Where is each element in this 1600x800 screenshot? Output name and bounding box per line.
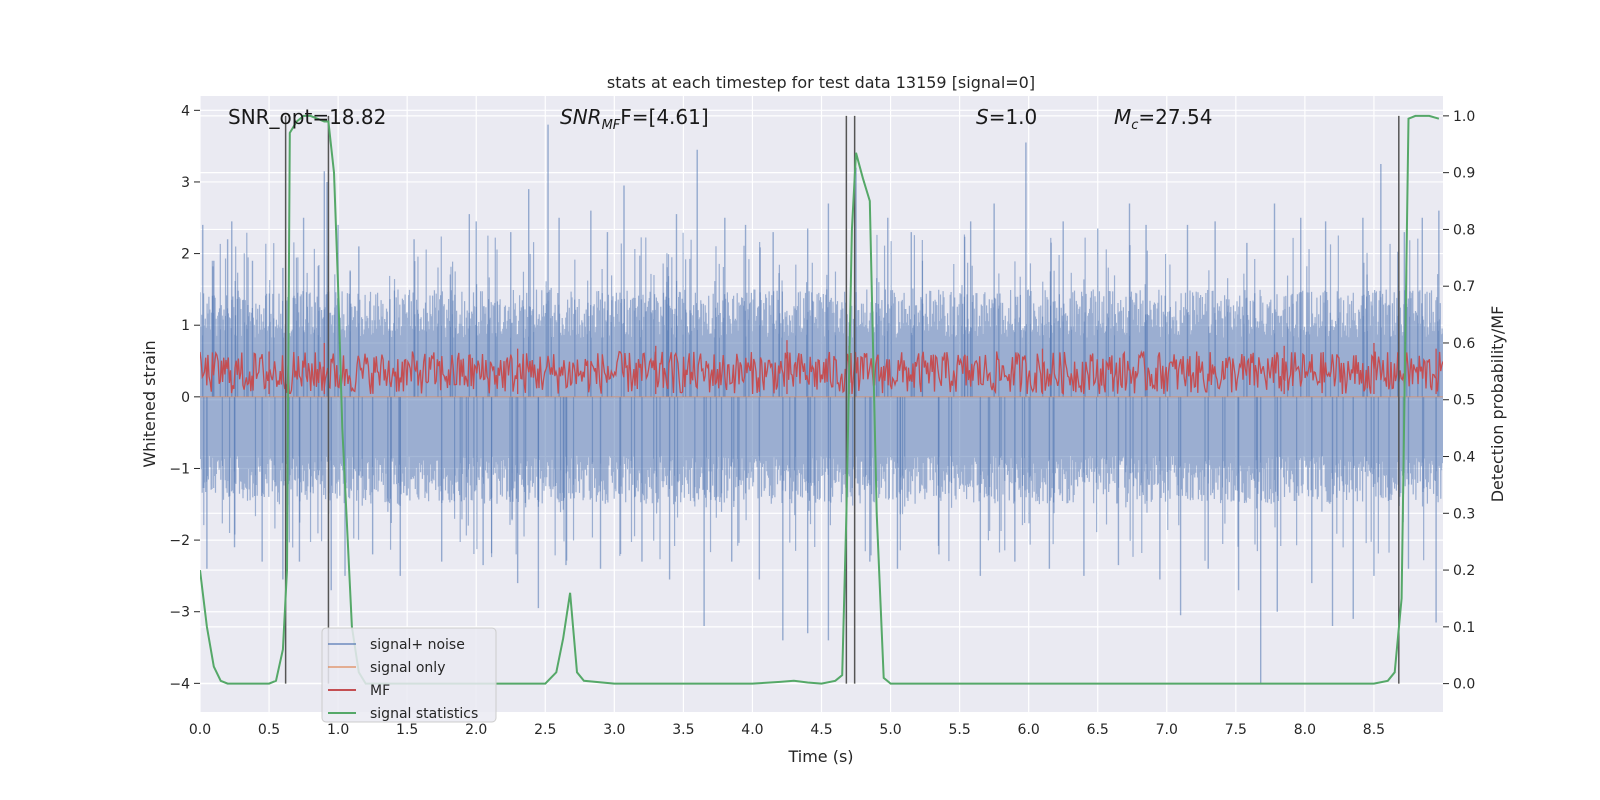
- y2-tick-label: 0.3: [1453, 506, 1475, 522]
- annotation-s-value: =1.0: [989, 105, 1038, 129]
- annotation-s: S=1.0: [976, 105, 1037, 129]
- legend-label: signal statistics: [370, 706, 478, 722]
- x-tick-label: 0.5: [258, 722, 280, 738]
- y-tick-label: −3: [169, 605, 190, 621]
- annotation-mc-name: M: [1114, 105, 1131, 129]
- legend-box: [321, 627, 497, 723]
- y-tick-label: 2: [181, 247, 190, 263]
- x-tick-label: 4.5: [810, 722, 832, 738]
- y2-tick-label: 0.4: [1453, 450, 1475, 466]
- x-tick-label: 6.0: [1018, 722, 1040, 738]
- signal-statistics-series: [200, 114, 1440, 685]
- x-tick-label: 7.5: [1225, 722, 1247, 738]
- x-tick-label: 6.5: [1087, 722, 1109, 738]
- x-axis-label: Time (s): [787, 747, 853, 766]
- legend: signal+ noise signal only MF signal statist…: [321, 627, 497, 723]
- legend-label: MF: [370, 683, 390, 699]
- y-tick-label: −1: [169, 461, 190, 477]
- annotation-mc-sub: c: [1131, 118, 1138, 133]
- x-tick-label: 0.0: [189, 722, 211, 738]
- legend-label: signal only: [370, 660, 445, 676]
- x-tick-label: 7.0: [1156, 722, 1178, 738]
- x-tick-label: 8.0: [1294, 722, 1316, 738]
- annotation-snr-opt: SNR_opt=18.82: [228, 105, 386, 129]
- y-tick-label: 1: [181, 318, 190, 334]
- y2-tick-label: 0.5: [1453, 393, 1475, 409]
- annotation-snr-mf-name: SNR: [560, 105, 602, 129]
- x-tick-label: 3.5: [672, 722, 694, 738]
- y2-tick-label: 0.8: [1453, 222, 1475, 238]
- mf-line: [200, 349, 1443, 395]
- chart-title: stats at each timestep for test data 131…: [607, 73, 1035, 92]
- legend-label: signal+ noise: [370, 637, 465, 653]
- y2-tick-label: 0.0: [1453, 677, 1475, 693]
- y2-tick-label: 0.9: [1453, 166, 1475, 182]
- annotation-snr-mf-value: F=[4.61]: [620, 105, 708, 129]
- x-axis-ticks: 0.0 0.5 1.0 1.5 2.0 2.5 3.0 3.5 4.0 4.5 5.0 5.5 6.0 6…: [189, 722, 1385, 738]
- x-tick-label: 8.5: [1363, 722, 1385, 738]
- x-tick-label: 5.0: [879, 722, 901, 738]
- annotation-snr-mf-sub: MF: [602, 118, 621, 133]
- y-tick-label: −2: [169, 533, 190, 549]
- y-tick-label: 0: [181, 390, 190, 406]
- y-tick-label: 4: [181, 103, 190, 119]
- x-tick-label: 1.0: [327, 722, 349, 738]
- y-tick-label: −4: [169, 676, 190, 692]
- y-tick-label: 3: [181, 175, 190, 191]
- annotation-mc-value: =27.54: [1138, 105, 1212, 129]
- annotation-mc: Mc=27.54: [1114, 105, 1212, 133]
- y2-tick-label: 0.6: [1453, 336, 1475, 352]
- signal-noise-band: [200, 289, 1443, 505]
- annotation-snr-mf: SNRMFF=[4.61]: [560, 105, 709, 133]
- x-tick-label: 1.5: [396, 722, 418, 738]
- y2-axis-label: Detection probability/MF: [1488, 306, 1507, 503]
- x-tick-label: 2.5: [534, 722, 556, 738]
- y2-tick-label: 0.7: [1453, 279, 1475, 295]
- y2-tick-label: 0.1: [1453, 620, 1475, 636]
- x-tick-label: 2.0: [465, 722, 487, 738]
- signal-statistics-line: [200, 114, 1440, 685]
- y2-tick-label: 1.0: [1453, 109, 1475, 125]
- y-axis-ticks: −4 −3 −2 −1 0 1 2 3 4: [169, 103, 200, 692]
- y-axis-label: Whitened strain: [140, 340, 159, 467]
- x-tick-label: 5.5: [948, 722, 970, 738]
- x-tick-label: 4.0: [741, 722, 763, 738]
- y2-axis-ticks: 0.0 0.1 0.2 0.3 0.4 0.5 0.6 0.7 0.8 0.9 1.0: [1443, 109, 1475, 693]
- x-tick-label: 3.0: [603, 722, 625, 738]
- y2-tick-label: 0.2: [1453, 563, 1475, 579]
- annotation-s-name: S: [976, 105, 989, 129]
